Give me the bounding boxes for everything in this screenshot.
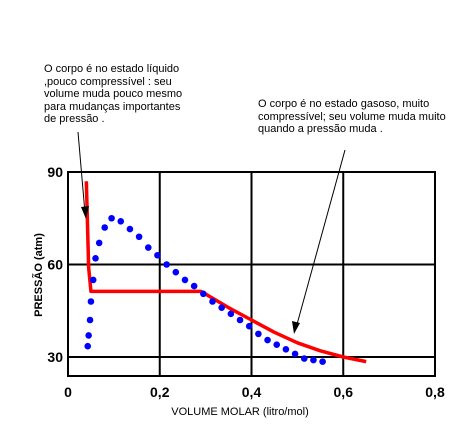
- data-point: [190, 282, 198, 290]
- data-point: [108, 214, 115, 222]
- liquid-annotation-arrow: [77, 131, 86, 214]
- x-tick-label: 0,4: [242, 384, 262, 400]
- y-axis-label: PRESSÃO (atm): [32, 233, 45, 317]
- data-point: [89, 276, 97, 284]
- data-point: [85, 332, 92, 339]
- data-point: [310, 356, 317, 364]
- data-point: [264, 336, 271, 344]
- data-point: [144, 244, 152, 251]
- data-point: [209, 298, 216, 305]
- data-point: [245, 322, 253, 330]
- x-tick-label: 0,6: [334, 384, 354, 400]
- y-tick-label: 60: [47, 257, 63, 273]
- gas-annotation-arrow: [295, 149, 346, 329]
- data-point: [227, 310, 235, 318]
- series: [84, 181, 367, 365]
- series-line: [84, 181, 367, 364]
- tick-labels: 0 0,2 0,4 0,6 0,8 30 60 90: [47, 164, 445, 400]
- data-point: [126, 225, 134, 233]
- data-point: [135, 233, 143, 241]
- grid: [68, 172, 435, 376]
- x-tick-label: 0,2: [150, 384, 170, 400]
- data-point: [291, 350, 299, 358]
- data-point: [87, 298, 95, 305]
- y-tick-label: 30: [47, 349, 63, 365]
- x-tick-label: 0,8: [425, 384, 445, 400]
- data-point: [92, 255, 99, 262]
- data-point: [236, 316, 244, 324]
- data-point: [273, 341, 281, 348]
- gas-state-annotation: O corpo é no estado gasoso, muito compre…: [258, 98, 446, 135]
- data-point: [84, 342, 92, 350]
- gas-annotation-arrowhead: [292, 321, 300, 334]
- data-point: [200, 290, 207, 298]
- liquid-annotation-arrowhead: [81, 206, 89, 219]
- data-point: [154, 251, 161, 259]
- data-point: [95, 239, 103, 247]
- annotation-arrows: [77, 131, 346, 334]
- x-tick-label: 0: [64, 384, 72, 400]
- data-point: [319, 358, 326, 365]
- data-point: [86, 316, 94, 324]
- data-point: [101, 224, 108, 231]
- data-point: [300, 355, 308, 362]
- data-point: [255, 330, 262, 338]
- liquid-state-annotation: O corpo é no estado líquido ,pouco compr…: [44, 63, 183, 125]
- data-point: [218, 304, 225, 311]
- y-tick-label: 90: [47, 164, 63, 180]
- data-point: [282, 345, 290, 353]
- x-axis-label: VOLUME MOLAR (litro/mol): [171, 406, 309, 418]
- data-point: [163, 261, 170, 268]
- data-point: [117, 218, 125, 225]
- plot-frame: [67, 171, 436, 377]
- data-point: [181, 276, 189, 284]
- data-point: [172, 268, 180, 276]
